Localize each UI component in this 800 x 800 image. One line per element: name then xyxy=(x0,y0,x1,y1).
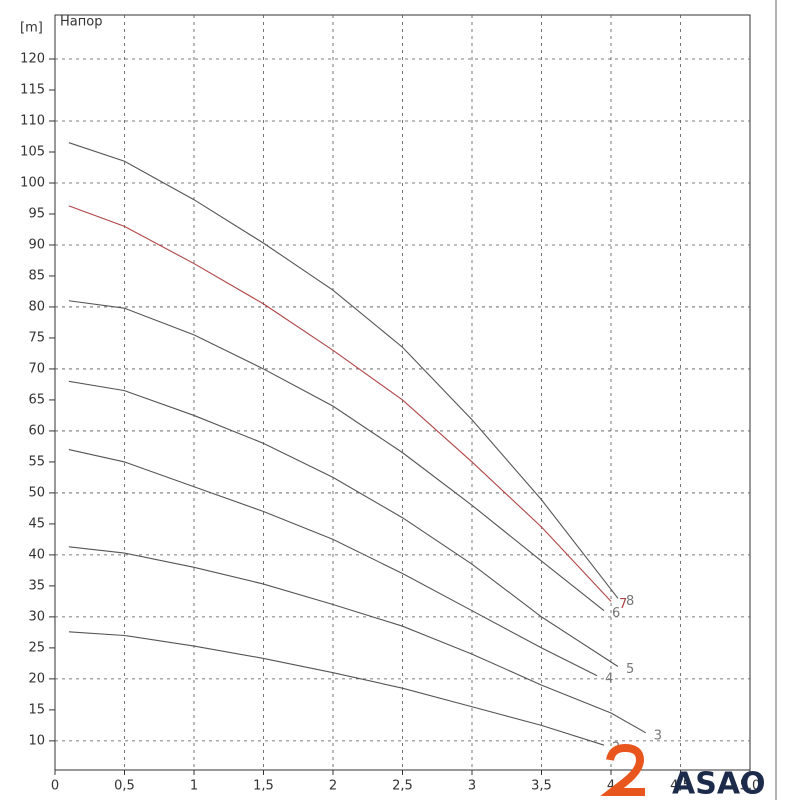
y-tick-label: 95 xyxy=(28,206,45,221)
x-tick-label: 3,5 xyxy=(531,779,552,794)
curve-label: 5 xyxy=(626,662,634,677)
logo: ASAO xyxy=(600,743,766,800)
y-tick-label: 105 xyxy=(20,144,45,159)
x-tick-label: 0,5 xyxy=(114,779,135,794)
y-tick-label: 30 xyxy=(28,609,45,624)
curve xyxy=(68,631,605,746)
y-tick-label: 80 xyxy=(28,299,45,314)
y-tick-label: 10 xyxy=(28,733,45,748)
x-tick-label: 5,0 xyxy=(740,779,761,794)
y-tick-label: 60 xyxy=(28,423,45,438)
curve xyxy=(68,546,647,734)
x-tick-label: 0 xyxy=(51,779,59,794)
x-tick-label: 1 xyxy=(190,779,198,794)
y-tick-label: 50 xyxy=(28,485,45,500)
curve xyxy=(68,448,598,677)
y-tick-label: 70 xyxy=(28,361,45,376)
curve xyxy=(68,380,619,667)
curve xyxy=(68,142,619,599)
y-tick-label: 90 xyxy=(28,237,45,252)
y-tick-label: 15 xyxy=(28,702,45,717)
curve xyxy=(68,205,612,602)
y-tick-label: 85 xyxy=(28,268,45,283)
y-tick-label: 115 xyxy=(20,83,45,98)
curve-label: 4 xyxy=(605,671,613,686)
y-axis-label: [m] xyxy=(20,21,43,36)
curve-label: 3 xyxy=(654,728,662,743)
y-tick-label: 65 xyxy=(28,392,45,407)
y-tick-label: 100 xyxy=(20,175,45,190)
x-tick-label: 4 xyxy=(607,779,615,794)
y-tick-label: 20 xyxy=(28,671,45,686)
y-tick-label: 45 xyxy=(28,516,45,531)
logo-mark xyxy=(600,743,645,796)
x-tick-label: 4,5 xyxy=(670,779,691,794)
y-tick-label: 120 xyxy=(20,52,45,67)
x-tick-label: 1,5 xyxy=(253,779,274,794)
x-tick-label: 3 xyxy=(468,779,476,794)
y-tick-label: 40 xyxy=(28,547,45,562)
x-tick-label: 2 xyxy=(329,779,337,794)
curve xyxy=(68,300,605,612)
y-tick-label: 35 xyxy=(28,578,45,593)
curve-label: 8 xyxy=(626,594,634,609)
curve-label: 6 xyxy=(612,606,620,621)
x-tick-label: 2,5 xyxy=(392,779,413,794)
chart-title: Напор xyxy=(60,15,102,30)
y-tick-label: 110 xyxy=(20,113,45,128)
y-tick-label: 25 xyxy=(28,640,45,655)
y-tick-label: 75 xyxy=(28,330,45,345)
y-tick-label: 55 xyxy=(28,454,45,469)
curve-label: 7 xyxy=(619,597,627,612)
logo-text: ASAO xyxy=(672,767,766,800)
